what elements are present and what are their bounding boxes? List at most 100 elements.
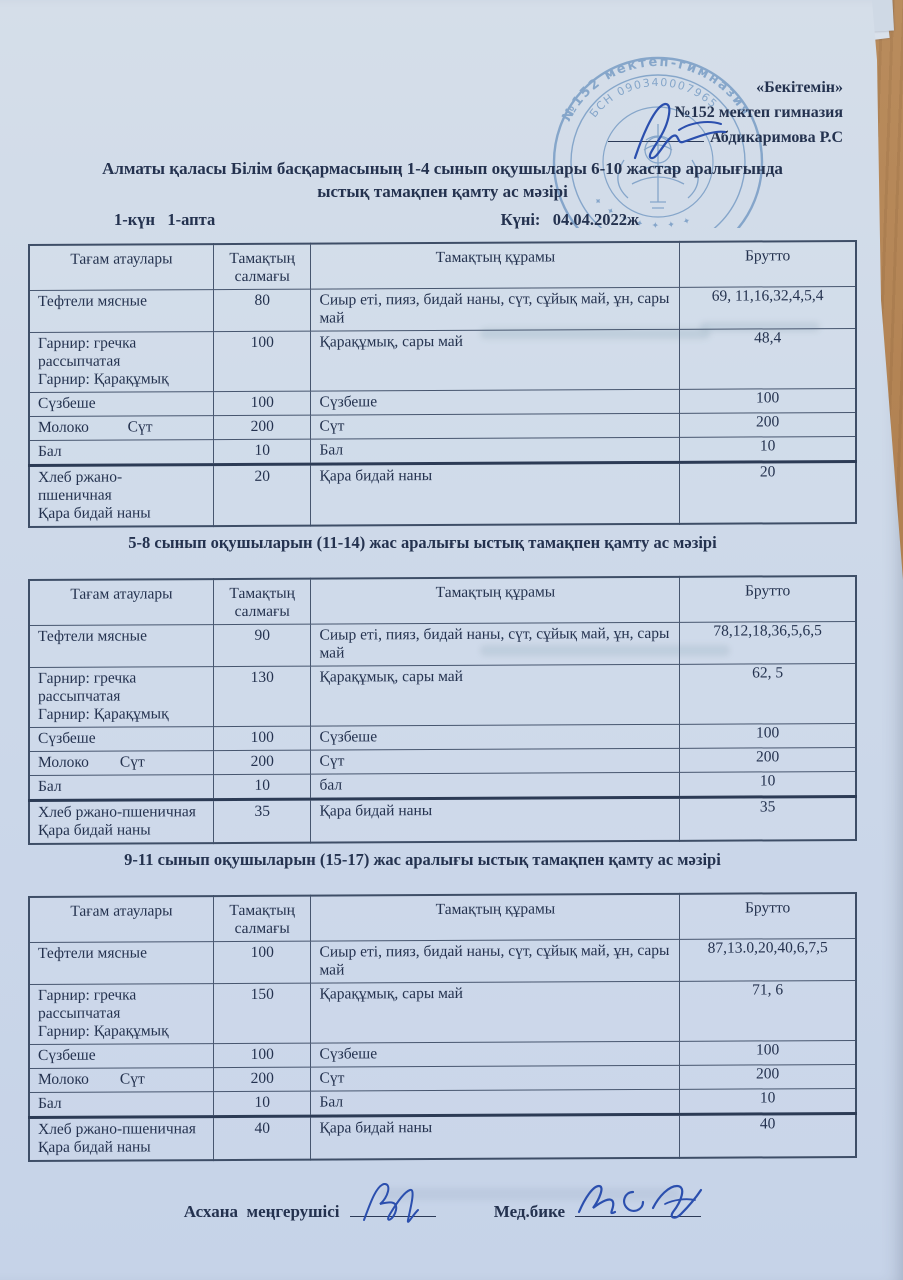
day-week-label: 1-күн 1-апта bbox=[114, 210, 216, 230]
cell-composition: Қара бидай наны bbox=[310, 797, 680, 843]
cell-weight: 80 bbox=[213, 289, 311, 332]
cell-weight: 10 bbox=[213, 774, 311, 800]
cell-weight: 100 bbox=[213, 726, 311, 751]
cell-composition: Қара бидай наны bbox=[310, 462, 680, 526]
signature-footer: Асхана меңгерушісі Мед.бике bbox=[28, 1183, 857, 1224]
cell-composition: Бал bbox=[310, 1089, 680, 1117]
title-line-1: Алматы қаласы Білім басқармасының 1-4 сы… bbox=[102, 159, 783, 179]
cell-composition: Қарақұмық, сары май bbox=[310, 981, 680, 1044]
menu-table-grades-9-11: Тағам атаулары Тамақтың салмағы Тамақтың… bbox=[28, 892, 857, 1163]
column-header-weight: Тамақтың салмағы bbox=[213, 243, 311, 290]
cell-weight: 100 bbox=[213, 1043, 311, 1068]
table-row: Тефтели мясные 80 Сиыр еті, пияз, бидай … bbox=[29, 286, 856, 333]
column-header-brutto: Брутто bbox=[679, 241, 856, 288]
date-label: Күні: 04.04.2022ж bbox=[500, 210, 639, 230]
cell-brutto: 10 bbox=[679, 1088, 856, 1115]
table-row: Гарнир: гречка рассыпчатая Гарнир: Қарақ… bbox=[29, 663, 856, 728]
cell-composition: Сиыр еті, пияз, бидай наны, сүт, сұйық м… bbox=[310, 287, 680, 332]
cell-brutto: 100 bbox=[679, 388, 856, 414]
menu-table-grades-1-4: Тағам атаулары Тамақтың салмағы Тамақтың… bbox=[28, 240, 857, 529]
menu-table-grades-5-8: Тағам атаулары Тамақтың салмағы Тамақтың… bbox=[28, 575, 857, 846]
nurse-signature bbox=[578, 1185, 703, 1219]
cell-weight: 100 bbox=[213, 941, 311, 984]
table-row: Тефтели мясные 90 Сиыр еті, пияз, бидай … bbox=[29, 621, 856, 668]
cell-composition: Қарақұмық, сары май bbox=[310, 664, 680, 727]
cell-dish-name: Сүзбеше bbox=[29, 1043, 214, 1069]
cell-dish-name: Гарнир: гречка рассыпчатая Гарнир: Қарақ… bbox=[29, 983, 214, 1045]
cell-composition: Сүт bbox=[310, 413, 680, 440]
day-date-row: 1-күн 1-апта Күні: 04.04.2022ж bbox=[28, 210, 857, 230]
cell-dish-name: Сүзбеше bbox=[29, 726, 214, 752]
cell-dish-name: Хлеб ржано- пшеничная Қара бидай наны bbox=[29, 464, 214, 528]
table-header-row: Тағам атаулары Тамақтың салмағы Тамақтың… bbox=[29, 893, 856, 943]
title-line-2: ыстық тамақпен қамту ас мәзірі bbox=[317, 182, 568, 202]
table-header-row: Тағам атаулары Тамақтың салмағы Тамақтың… bbox=[29, 576, 856, 626]
cell-dish-name: Гарнир: гречка рассыпчатая Гарнир: Қарақ… bbox=[29, 666, 214, 728]
cell-brutto: 40 bbox=[679, 1113, 856, 1159]
column-header-brutto: Брутто bbox=[679, 576, 856, 623]
section-heading-grades-9-11: 9-11 сынып оқушыларын (15-17) жас аралығ… bbox=[124, 850, 721, 870]
cell-weight: 40 bbox=[213, 1116, 311, 1161]
cell-composition: бал bbox=[310, 772, 680, 800]
cell-brutto: 71, 6 bbox=[679, 980, 856, 1042]
approval-block: «Бекітемін» №152 мектеп гимназия Абдикар… bbox=[28, 0, 857, 150]
cell-dish-name: Гарнир: гречка рассыпчатая Гарнир: Қарақ… bbox=[29, 331, 214, 393]
approval-quote: «Бекітемін» bbox=[756, 79, 843, 96]
cell-dish-name: Бал bbox=[29, 439, 214, 466]
cell-composition: Сүт bbox=[310, 748, 680, 775]
cell-weight: 10 bbox=[213, 1091, 311, 1117]
cell-dish-name: Молоко Сүт bbox=[29, 415, 214, 441]
cell-brutto: 48,4 bbox=[679, 328, 856, 390]
column-header-composition: Тамақтың құрамы bbox=[310, 577, 680, 625]
column-header-dish: Тағам атаулары bbox=[29, 244, 214, 291]
cell-brutto: 78,12,18,36,5,6,5 bbox=[679, 621, 856, 665]
cell-dish-name: Молоко Сүт bbox=[29, 750, 214, 776]
table-row: Гарнир: гречка рассыпчатая Гарнир: Қарақ… bbox=[29, 328, 856, 393]
cell-composition: Қарақұмық, сары май bbox=[310, 329, 680, 392]
document-title: Алматы қаласы Білім басқармасының 1-4 сы… bbox=[28, 158, 857, 204]
cell-dish-name: Сүзбеше bbox=[29, 391, 214, 417]
table-row: Хлеб ржано-пшеничная Қара бидай наны 40 … bbox=[29, 1113, 856, 1162]
cell-weight: 150 bbox=[213, 983, 311, 1044]
signature-line bbox=[575, 1203, 702, 1218]
cell-dish-name: Бал bbox=[29, 774, 214, 801]
column-header-weight: Тамақтың салмағы bbox=[213, 578, 311, 625]
cell-brutto: 62, 5 bbox=[679, 663, 856, 725]
nurse-label: Мед.бике bbox=[493, 1202, 565, 1222]
column-header-brutto: Брутто bbox=[679, 893, 856, 940]
cell-dish-name: Хлеб ржано-пшеничная Қара бидай наны bbox=[29, 1116, 214, 1162]
cell-dish-name: Хлеб ржано-пшеничная Қара бидай наны bbox=[29, 799, 214, 845]
canteen-manager-slot: Асхана меңгерушісі bbox=[183, 1183, 436, 1224]
column-header-composition: Тамақтың құрамы bbox=[310, 242, 680, 290]
cell-weight: 200 bbox=[213, 1067, 311, 1092]
cell-weight: 100 bbox=[213, 391, 311, 416]
cell-composition: Сиыр еті, пияз, бидай наны, сүт, сұйық м… bbox=[310, 622, 680, 667]
cell-brutto: 20 bbox=[679, 461, 856, 525]
cell-weight: 200 bbox=[213, 750, 311, 775]
cell-brutto: 35 bbox=[679, 796, 856, 842]
cell-composition: Сүзбеше bbox=[310, 724, 680, 751]
cell-weight: 20 bbox=[213, 464, 311, 527]
canteen-manager-label: Асхана меңгерушісі bbox=[183, 1202, 340, 1222]
cell-brutto: 10 bbox=[679, 771, 856, 798]
cell-weight: 100 bbox=[213, 331, 311, 392]
cell-brutto: 87,13.0,20,40,6,7,5 bbox=[679, 938, 856, 982]
signature-line bbox=[349, 1203, 436, 1218]
table-row: Хлеб ржано-пшеничная Қара бидай наны 35 … bbox=[29, 796, 856, 845]
cell-dish-name: Тефтели мясные bbox=[29, 624, 214, 668]
cell-dish-name: Тефтели мясные bbox=[29, 289, 214, 333]
canteen-manager-signature bbox=[362, 1183, 419, 1224]
cell-dish-name: Бал bbox=[29, 1091, 214, 1118]
table-row: Хлеб ржано- пшеничная Қара бидай наны 20… bbox=[29, 461, 856, 528]
cell-brutto: 100 bbox=[679, 723, 856, 749]
cell-brutto: 100 bbox=[679, 1040, 856, 1066]
cell-composition: Сиыр еті, пияз, бидай наны, сүт, сұйық м… bbox=[310, 939, 680, 984]
cell-brutto: 69, 11,16,32,4,5,4 bbox=[679, 286, 856, 330]
cell-brutto: 200 bbox=[679, 1064, 856, 1090]
table-row: Гарнир: гречка рассыпчатая Гарнир: Қарақ… bbox=[29, 980, 856, 1045]
column-header-weight: Тамақтың салмағы bbox=[213, 895, 311, 942]
column-header-dish: Тағам атаулары bbox=[29, 579, 214, 626]
column-header-dish: Тағам атаулары bbox=[29, 896, 214, 943]
